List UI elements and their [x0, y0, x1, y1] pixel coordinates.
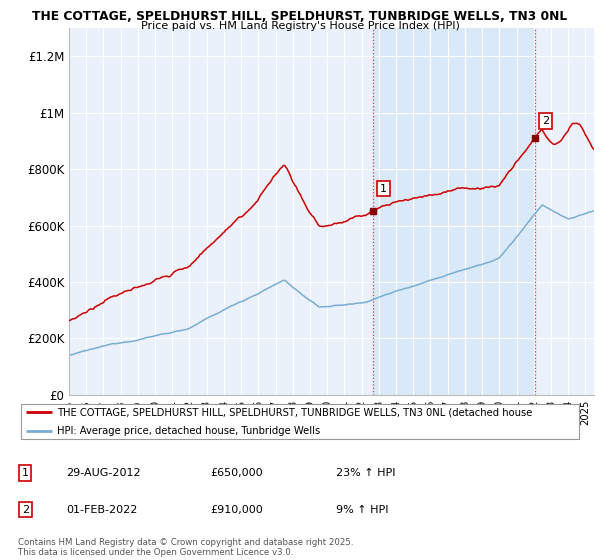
Text: THE COTTAGE, SPELDHURST HILL, SPELDHURST, TUNBRIDGE WELLS, TN3 0NL (detached hou: THE COTTAGE, SPELDHURST HILL, SPELDHURST… [58, 407, 533, 417]
Text: 2: 2 [542, 116, 549, 126]
Bar [373, 28, 535, 395]
Text: 01-FEB-2022: 01-FEB-2022 [66, 505, 137, 515]
Text: £650,000: £650,000 [210, 468, 263, 478]
Text: 1: 1 [380, 184, 387, 194]
Text: 2: 2 [22, 505, 29, 515]
Text: 23% ↑ HPI: 23% ↑ HPI [336, 468, 395, 478]
Text: Price paid vs. HM Land Registry's House Price Index (HPI): Price paid vs. HM Land Registry's House … [140, 21, 460, 31]
FancyBboxPatch shape [21, 404, 579, 439]
Text: Contains HM Land Registry data © Crown copyright and database right 2025.
This d: Contains HM Land Registry data © Crown c… [18, 538, 353, 557]
Text: 9% ↑ HPI: 9% ↑ HPI [336, 505, 389, 515]
Text: THE COTTAGE, SPELDHURST HILL, SPELDHURST, TUNBRIDGE WELLS, TN3 0NL: THE COTTAGE, SPELDHURST HILL, SPELDHURST… [32, 10, 568, 23]
Text: 1: 1 [22, 468, 29, 478]
Text: 29-AUG-2012: 29-AUG-2012 [66, 468, 140, 478]
Text: £910,000: £910,000 [210, 505, 263, 515]
Text: HPI: Average price, detached house, Tunbridge Wells: HPI: Average price, detached house, Tunb… [58, 426, 321, 436]
